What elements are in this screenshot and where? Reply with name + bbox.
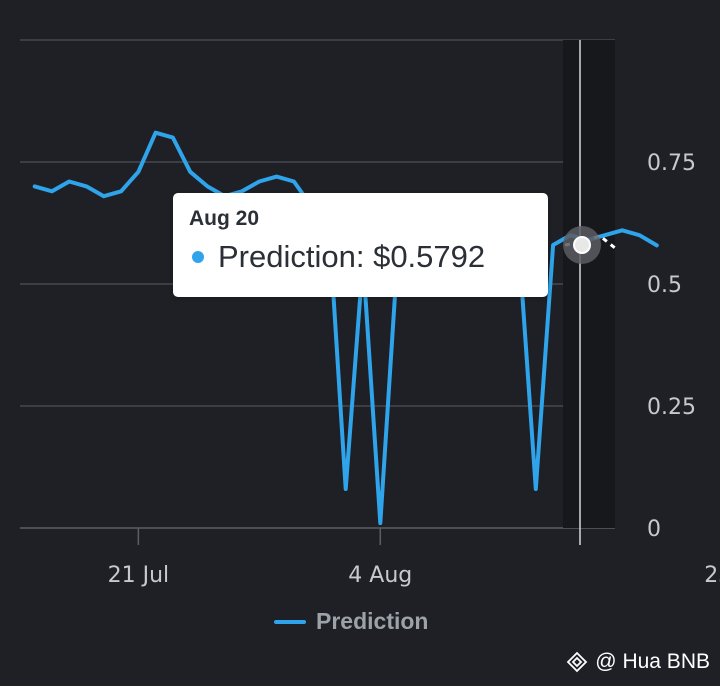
legend-label: Prediction (316, 608, 429, 634)
hover-marker[interactable] (573, 236, 591, 254)
chart-legend[interactable]: Prediction (274, 608, 428, 635)
tooltip-date: Aug 20 (189, 207, 260, 230)
binance-logo-icon (567, 651, 588, 673)
y-tick-label: 0.25 (647, 395, 696, 420)
y-tick-label: 0 (647, 517, 661, 542)
legend-swatch (274, 619, 306, 624)
x-tick-label: 25 Aug (704, 563, 720, 588)
y-tick-label: 0.5 (647, 273, 682, 298)
chart-tooltip: Aug 20 Prediction: $0.5792 (173, 193, 548, 297)
x-tick-label: 21 Jul (108, 563, 170, 588)
tooltip-value: Prediction: $0.5792 (218, 239, 486, 274)
y-axis: 0.75 0.5 0.25 0 (647, 151, 696, 542)
series-dot-icon (192, 251, 204, 263)
watermark-text: @ Hua BNB (595, 650, 710, 673)
prediction-series-line (32, 130, 659, 526)
prediction-chart: 0.75 0.5 0.25 0 21 Jul 4 Aug 25 Aug (20, 39, 720, 588)
x-axis: 21 Jul 4 Aug 25 Aug (108, 528, 720, 588)
x-tick-label: 4 Aug (348, 563, 412, 588)
hover-band (563, 40, 615, 528)
tooltip-value-row: Prediction: $0.5792 (189, 239, 532, 275)
y-tick-label: 0.75 (647, 151, 696, 176)
watermark: @ Hua BNB (565, 650, 710, 674)
